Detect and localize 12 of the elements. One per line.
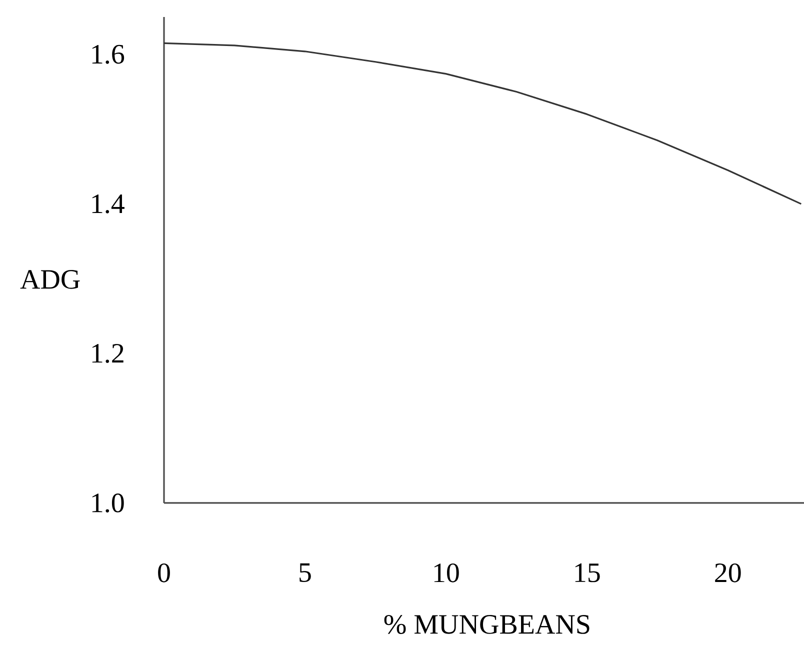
y-tick-label: 1.6 <box>92 44 124 64</box>
y-tick-label: 1.0 <box>92 493 124 512</box>
x-tick-label: 10 <box>434 563 459 582</box>
x-tick-label: 15 <box>575 563 600 582</box>
x-tick-label: 5 <box>300 563 311 582</box>
x-tick-label: 0 <box>158 563 170 582</box>
x-axis-title: % MUNGBEANS <box>384 615 590 634</box>
line-series <box>163 42 802 205</box>
x-tick-label: 20 <box>715 563 741 582</box>
y-tick-label: 1.2 <box>92 344 124 363</box>
y-tick-label: 1.4 <box>92 194 124 214</box>
y-axis-title: ADG <box>20 270 80 289</box>
